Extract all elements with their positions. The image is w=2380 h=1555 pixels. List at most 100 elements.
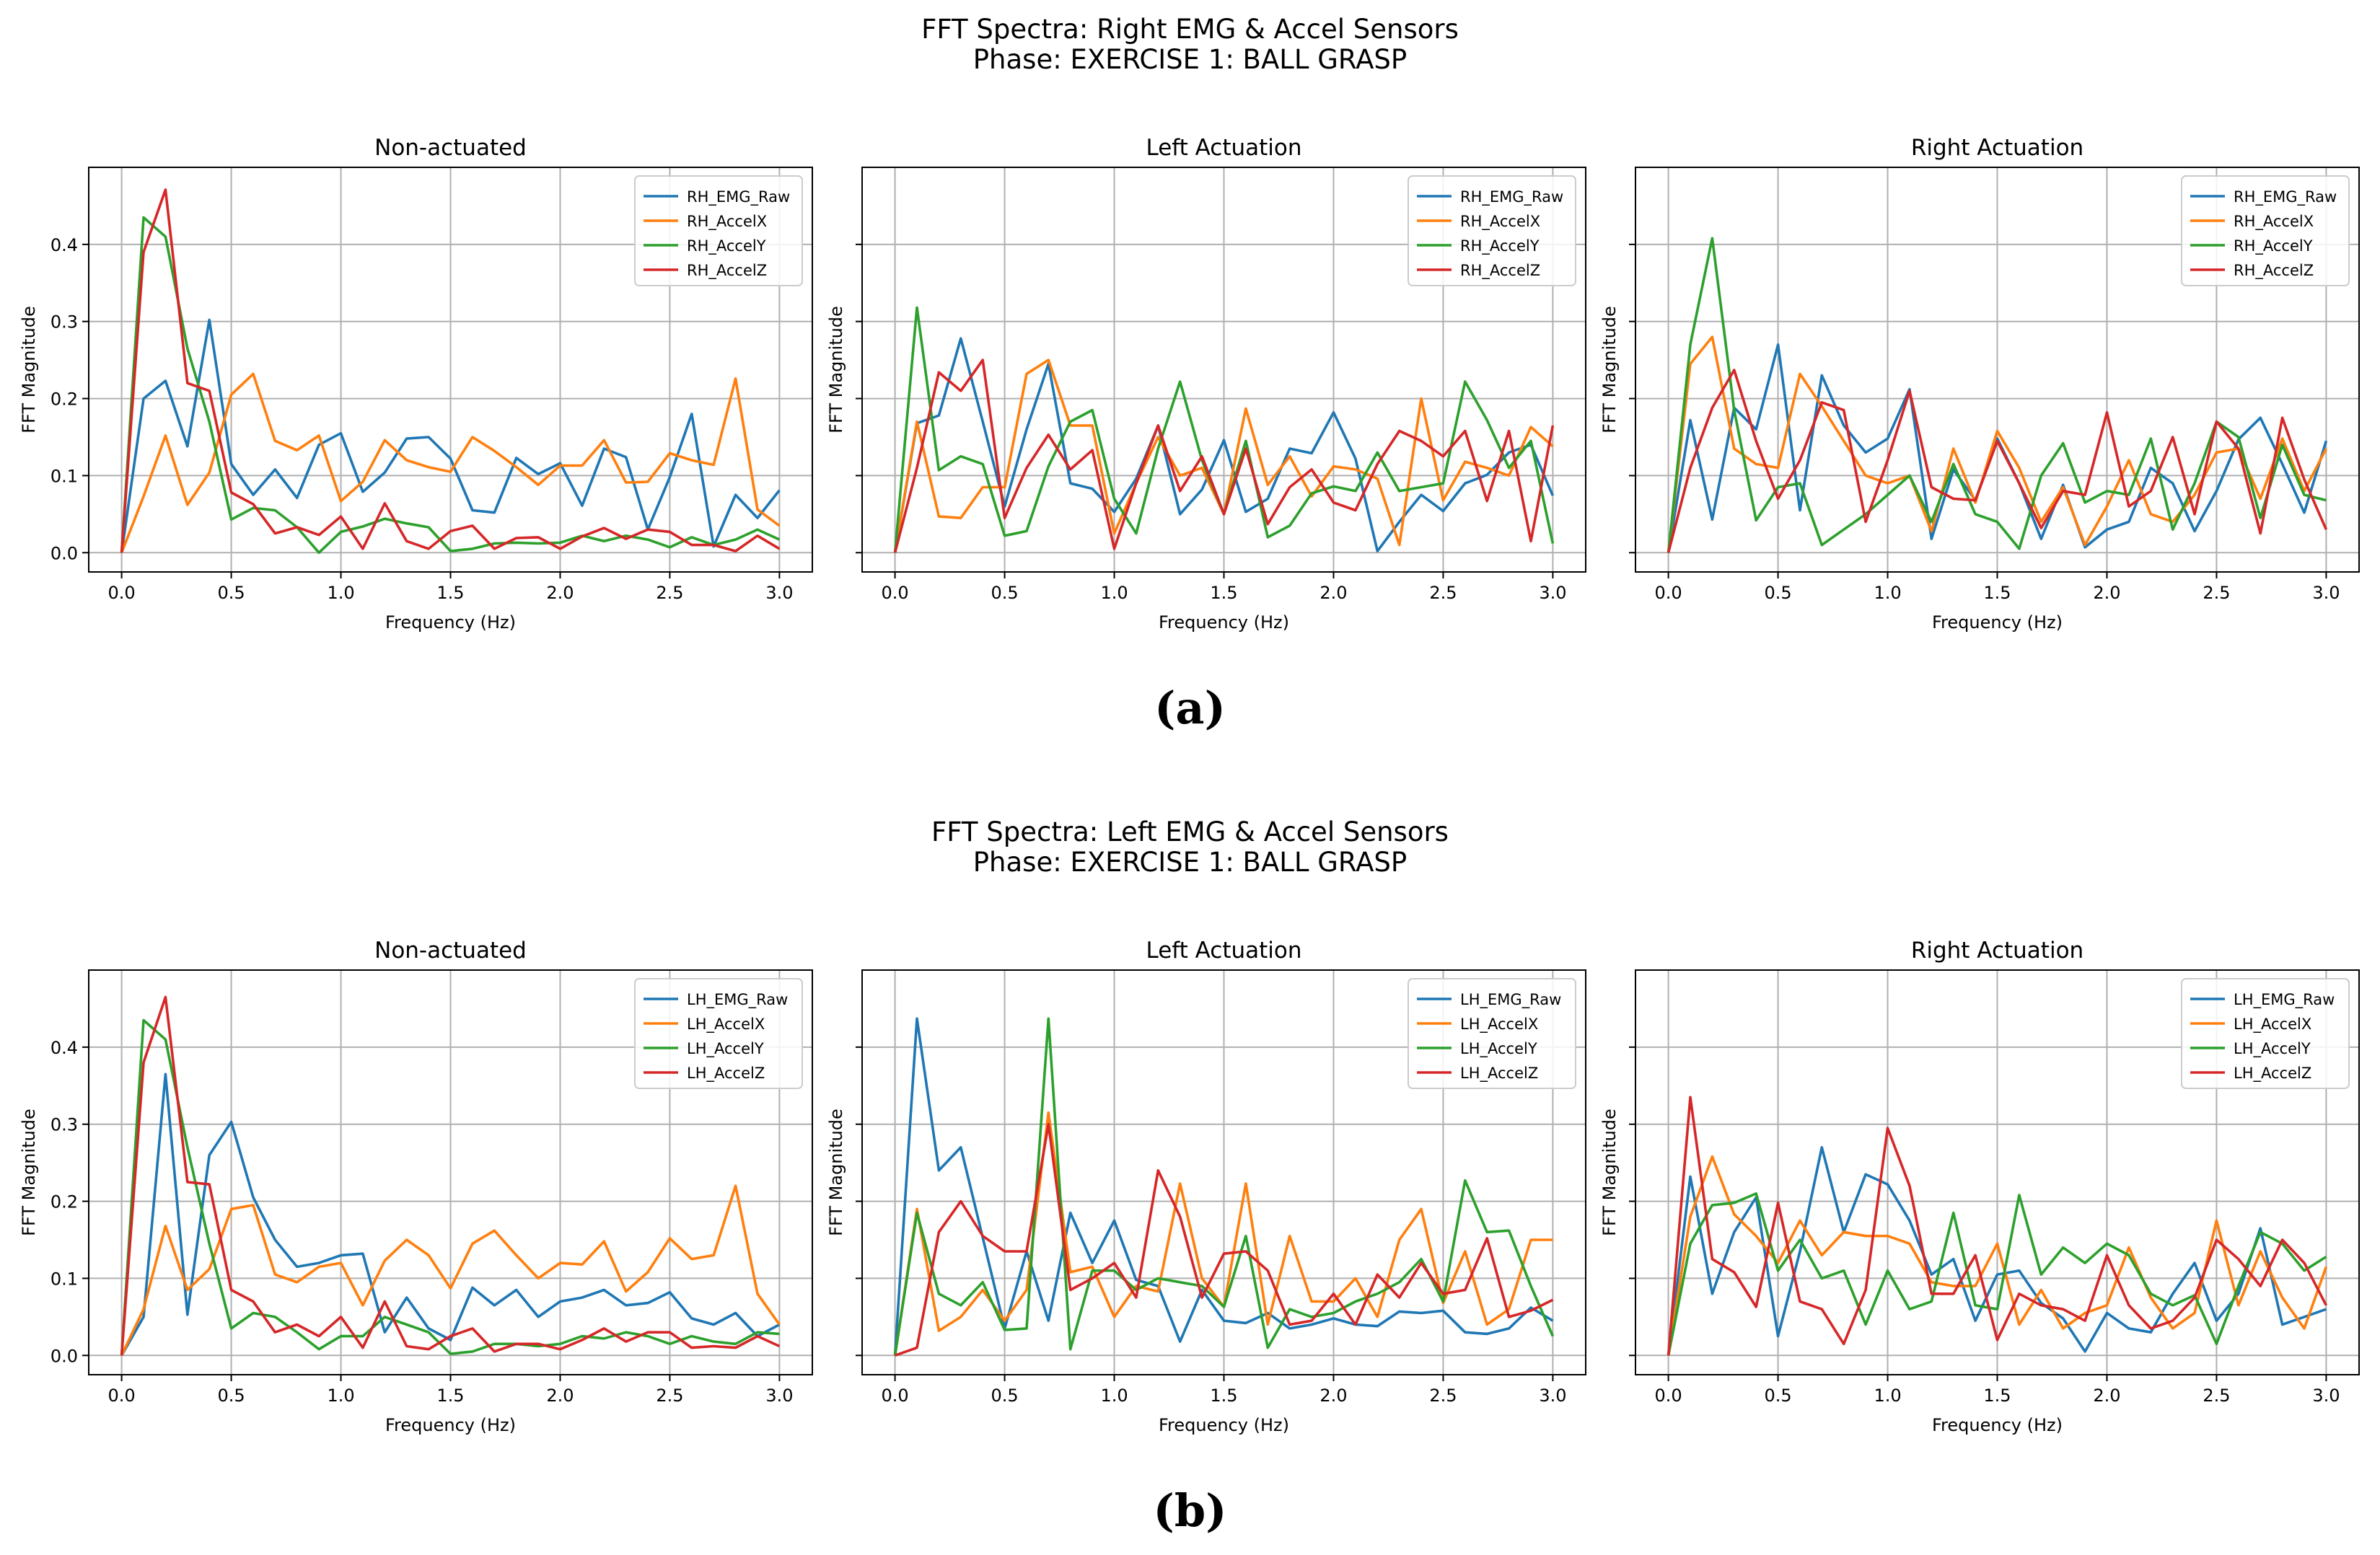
- series-line-RH_AccelX: [1667, 335, 2327, 553]
- chart-left: 0.0 0.5 1.0 1.5 2.0 2.5 3.0 0.0 0.1 0.2 0.3 0.4 Non-…: [19, 938, 2360, 1435]
- panel-right-3: 0.0 0.5 1.0 1.5 2.0 2.5 3.0 Right Actuation Freq…: [1599, 135, 2360, 633]
- legend-label-LH_AccelX: LH_AccelX: [2234, 1016, 2311, 1034]
- x-axis-label: Frequency (Hz): [1159, 612, 1289, 633]
- x-tick-label: 0.0: [882, 583, 909, 603]
- y-axis-label: FFT Magnitude: [1599, 1109, 1620, 1236]
- x-tick-label: 3.0: [2312, 583, 2340, 603]
- x-tick-label: 0.0: [1655, 583, 1682, 603]
- panel-title: Left Actuation: [1146, 135, 1301, 161]
- x-tick-label: 0.5: [991, 583, 1018, 603]
- x-tick-label: 0.5: [1764, 583, 1791, 603]
- x-tick-label: 2.5: [1429, 583, 1457, 603]
- y-tick-label: 0.1: [51, 466, 78, 486]
- legend-box: [634, 175, 803, 286]
- panel-right-1: 0.0 0.5 1.0 1.5 2.0 2.5 3.0 0.0 0.1 0.2 0.3 0.4 Non-…: [19, 135, 813, 633]
- y-tick-label: 0.3: [51, 1115, 78, 1135]
- series-line-LH_AccelZ: [1667, 1096, 2327, 1356]
- legend-label-LH_EMG_Raw: LH_EMG_Raw: [687, 991, 788, 1009]
- x-tick-label: 2.5: [2203, 1386, 2230, 1406]
- x-tick-label: 2.5: [2203, 583, 2230, 603]
- legend-label-RH_AccelX: RH_AccelX: [1460, 213, 1540, 231]
- series-line-RH_EMG_Raw: [893, 337, 1555, 553]
- legend-label-LH_AccelZ: LH_AccelZ: [2234, 1065, 2311, 1083]
- series-line-RH_EMG_Raw: [1667, 343, 2328, 553]
- x-tick-label: 0.0: [882, 1386, 909, 1406]
- legend-label-RH_EMG_Raw: RH_EMG_Raw: [1460, 188, 1563, 206]
- x-axis-label: Frequency (Hz): [1932, 1415, 2063, 1435]
- series-line-LH_AccelY: [1667, 1192, 2327, 1356]
- legend-label-LH_AccelY: LH_AccelY: [687, 1040, 764, 1058]
- legend-box: [2181, 978, 2350, 1089]
- panel-left-1: 0.0 0.5 1.0 1.5 2.0 2.5 3.0 0.0 0.1 0.2 0.3 0.4 Non-…: [19, 938, 813, 1435]
- legend-label-LH_EMG_Raw: LH_EMG_Raw: [2234, 991, 2335, 1009]
- x-tick-label: 0.5: [991, 1386, 1018, 1406]
- legend: RH_EMG_Raw RH_AccelX RH_AccelY RH_AccelZ: [634, 175, 803, 286]
- panel-title: Non-actuated: [374, 938, 527, 964]
- legend: RH_EMG_Raw RH_AccelX RH_AccelY RH_AccelZ: [1408, 175, 1576, 286]
- chart-title-right: FFT Spectra: Right EMG & Accel Sensors: [921, 14, 1459, 45]
- panel-left-2: 0.0 0.5 1.0 1.5 2.0 2.5 3.0 Left Actuation Frequ…: [826, 938, 1586, 1435]
- x-tick-label: 1.0: [327, 583, 354, 603]
- x-tick-label: 0.5: [217, 1386, 245, 1406]
- legend: LH_EMG_Raw LH_AccelX LH_AccelY LH_AccelZ: [634, 978, 803, 1089]
- x-tick-label: 1.0: [1100, 583, 1128, 603]
- legend-label-LH_AccelX: LH_AccelX: [687, 1016, 765, 1034]
- panel-right-2: 0.0 0.5 1.0 1.5 2.0 2.5 3.0 Left Actuation Frequ…: [826, 135, 1586, 633]
- series-line-RH_AccelZ: [1667, 369, 2328, 553]
- x-tick-label: 1.5: [436, 583, 464, 603]
- x-tick-label: 3.0: [1539, 583, 1566, 603]
- x-tick-label: 2.5: [656, 1386, 683, 1406]
- x-tick-label: 1.5: [1983, 583, 2011, 603]
- panel-left-3: 0.0 0.5 1.0 1.5 2.0 2.5 3.0 Right Actuation Freq…: [1599, 938, 2360, 1435]
- legend-label-RH_EMG_Raw: RH_EMG_Raw: [2234, 188, 2337, 206]
- x-tick-label: 1.5: [1210, 1386, 1237, 1406]
- series-line-LH_AccelY: [893, 1017, 1555, 1356]
- x-tick-label: 1.0: [1874, 583, 1901, 603]
- legend-label-LH_AccelX: LH_AccelX: [1460, 1016, 1538, 1034]
- x-tick-label: 1.0: [1874, 1386, 1901, 1406]
- series-line-RH_AccelX: [120, 372, 781, 553]
- x-tick-label: 3.0: [765, 1386, 793, 1406]
- legend-label-LH_AccelY: LH_AccelY: [1460, 1040, 1537, 1058]
- legend-box: [1408, 175, 1576, 286]
- legend-label-RH_AccelY: RH_AccelY: [687, 237, 766, 255]
- legend-label-RH_AccelZ: RH_AccelZ: [2234, 262, 2314, 280]
- chart-subtitle-right: Phase: EXERCISE 1: BALL GRASP: [972, 44, 1408, 75]
- legend: LH_EMG_Raw LH_AccelX LH_AccelY LH_AccelZ: [1408, 978, 1576, 1089]
- y-tick-label: 0.1: [51, 1269, 78, 1289]
- series-line-LH_AccelX: [1667, 1155, 2328, 1356]
- legend-label-RH_AccelZ: RH_AccelZ: [687, 262, 767, 280]
- y-tick-label: 0.2: [51, 389, 78, 410]
- figure-label-a: (a): [1154, 682, 1226, 734]
- legend-box: [634, 978, 803, 1089]
- y-axis-label: FFT Magnitude: [19, 1109, 39, 1236]
- x-tick-label: 3.0: [2312, 1386, 2340, 1406]
- x-axis-label: Frequency (Hz): [1932, 612, 2063, 633]
- x-axis-label: Frequency (Hz): [385, 612, 516, 633]
- x-tick-label: 1.0: [327, 1386, 354, 1406]
- x-axis-label: Frequency (Hz): [385, 1415, 516, 1435]
- x-tick-label: 2.0: [2093, 1386, 2120, 1406]
- series-line-RH_EMG_Raw: [120, 318, 781, 553]
- legend-label-RH_EMG_Raw: RH_EMG_Raw: [687, 188, 790, 206]
- legend: LH_EMG_Raw LH_AccelX LH_AccelY LH_AccelZ: [2181, 978, 2350, 1089]
- x-tick-label: 2.5: [656, 583, 683, 603]
- y-tick-label: 0.4: [51, 235, 78, 255]
- y-axis-label: FFT Magnitude: [1599, 306, 1620, 433]
- legend-label-RH_AccelX: RH_AccelX: [2234, 213, 2314, 231]
- panel-title: Left Actuation: [1146, 938, 1301, 964]
- x-tick-label: 1.5: [1983, 1386, 2011, 1406]
- y-axis-label: FFT Magnitude: [826, 1109, 846, 1236]
- x-tick-label: 0.0: [108, 1386, 136, 1406]
- x-axis-label: Frequency (Hz): [1159, 1415, 1289, 1435]
- figure-label-b: (b): [1153, 1484, 1227, 1537]
- legend-label-RH_AccelY: RH_AccelY: [2234, 237, 2313, 255]
- x-tick-label: 0.0: [108, 583, 136, 603]
- series-line-LH_EMG_Raw: [1667, 1145, 2327, 1356]
- y-tick-label: 0.3: [51, 312, 78, 332]
- series-line-LH_EMG_Raw: [120, 1072, 781, 1357]
- x-tick-label: 1.5: [1210, 583, 1237, 603]
- series-line-RH_AccelZ: [893, 358, 1555, 553]
- x-tick-label: 1.0: [1100, 1386, 1128, 1406]
